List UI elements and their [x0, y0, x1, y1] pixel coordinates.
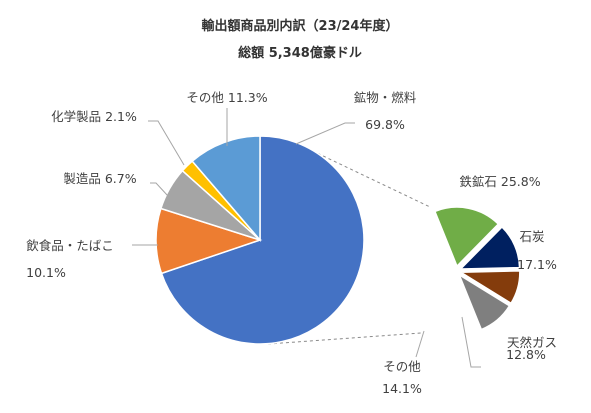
leader-main-3: [150, 182, 169, 197]
main-pie-slice-5: [191, 135, 261, 243]
label-sub-2-value: 17.1%: [517, 257, 557, 272]
sub-pie-slice-group-3: [458, 270, 521, 305]
main-pie-slice-1: [160, 135, 365, 345]
label-main-2-name: 飲食品・たばこ: [26, 238, 114, 253]
label-sub-2-name: 石炭: [519, 229, 544, 244]
slice-labels: 鉱物・燃料 69.8% 飲食品・たばこ 10.1% 製造品 6.7% 化学製品 2.1% そ…: [26, 90, 557, 396]
label-main-2-value: 10.1%: [26, 265, 66, 280]
label-main-3: 製造品 6.7%: [63, 171, 136, 186]
label-sub-1: 鉄鉱石 25.8%: [459, 174, 540, 189]
label-main-1-value: 69.8%: [365, 117, 405, 132]
chart-subtitle: 総額 5,348億豪ドル: [238, 45, 362, 61]
label-main-4: 化学製品 2.1%: [51, 109, 137, 124]
label-main-5: その他 11.3%: [186, 90, 267, 105]
label-sub-3-value: 12.8%: [506, 347, 546, 362]
label-main-1-name: 鉱物・燃料: [354, 90, 417, 105]
chart-title: 輸出額商品別内訳（23/24年度）: [202, 18, 399, 34]
label-sub-4-value: 14.1%: [382, 381, 422, 396]
label-sub-3-name: 天然ガス: [507, 335, 557, 350]
sub-pie-slice-group-4: [457, 272, 511, 331]
sub-pie: [433, 206, 521, 331]
sub-pie-slice-group-1: [433, 206, 500, 268]
connector-line-bottom: [267, 332, 422, 345]
sub-pie-slice-3: [458, 270, 521, 305]
sub-pie-slice-2: [458, 225, 521, 270]
leader-main-4: [148, 120, 185, 166]
sub-pie-slice-4: [457, 272, 511, 331]
sub-pie-slice-1: [433, 206, 500, 268]
leader-sub-3: [461, 316, 481, 368]
sub-pie-slice-group-2: [458, 225, 521, 270]
main-pie: [155, 135, 365, 345]
leader-main-1: [295, 122, 355, 145]
leader-sub-4: [415, 330, 425, 358]
label-sub-4-name: その他: [383, 359, 421, 374]
